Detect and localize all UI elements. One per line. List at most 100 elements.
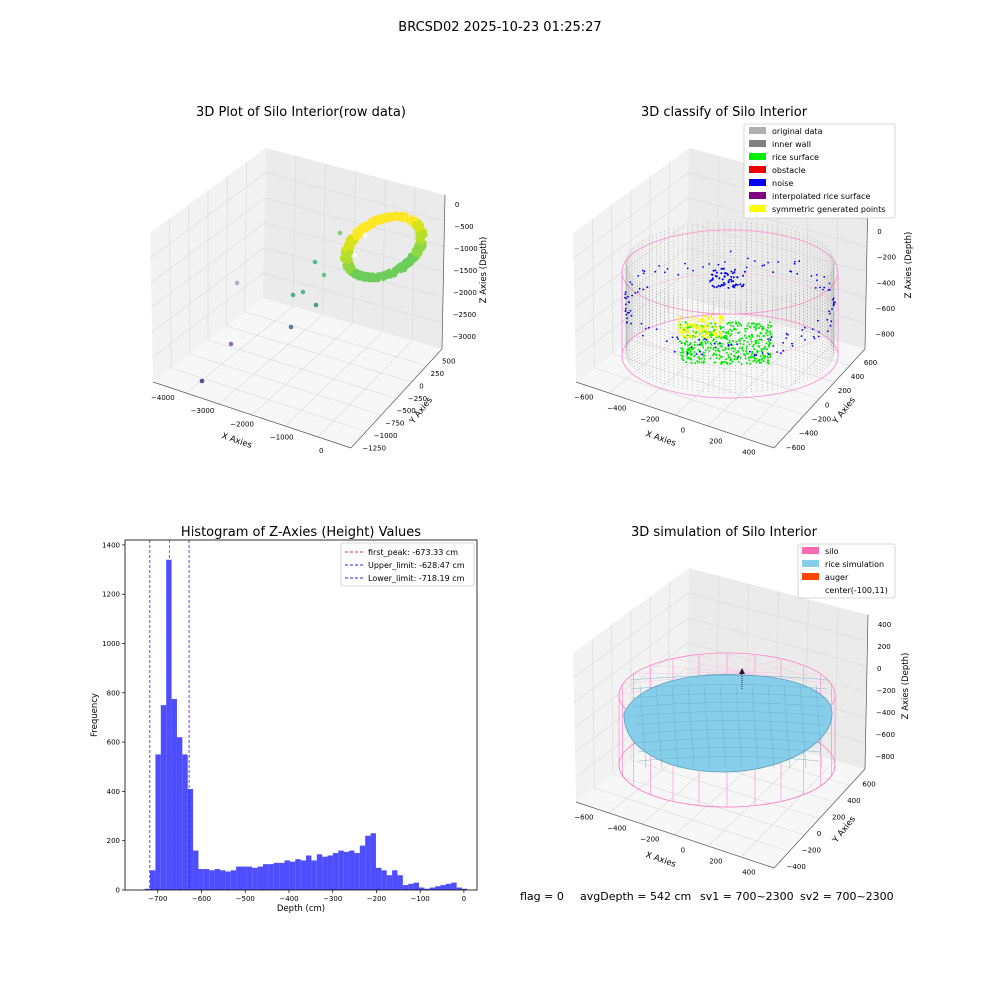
y-tick-label: 600: [864, 359, 877, 367]
histogram-bar: [381, 870, 387, 890]
legend-label: original data: [772, 127, 823, 136]
rice-point: [746, 345, 749, 348]
noise-point: [832, 298, 834, 301]
rice-point: [740, 324, 743, 327]
noise-point: [627, 311, 629, 314]
symmetric-point: [688, 336, 691, 339]
noise-point: [832, 297, 835, 300]
noise-point: [787, 333, 789, 336]
legend-swatch: [802, 547, 819, 554]
rice-point: [717, 349, 720, 352]
rice-point: [730, 347, 733, 350]
noise-point: [728, 278, 731, 281]
x-tick-label: 200: [709, 437, 722, 445]
noise-point: [791, 342, 793, 345]
symmetric-point: [702, 319, 705, 321]
noise-point: [776, 351, 778, 353]
rice-point: [719, 327, 722, 330]
panel-4-xlabel: X Axies: [644, 850, 677, 870]
noise-point: [648, 326, 650, 329]
rice-point: [716, 347, 719, 350]
rice-point: [747, 356, 750, 359]
noise-point: [698, 338, 700, 341]
status-sv2: sv2 = 700~2300: [800, 890, 894, 903]
rice-point: [752, 345, 754, 348]
noise-point: [810, 275, 813, 277]
z-tick-label: −1000: [454, 245, 478, 253]
y-tick-label: 0: [825, 401, 829, 409]
legend-label: inner wall: [772, 140, 811, 149]
noise-point: [692, 269, 694, 272]
symmetric-point: [703, 325, 706, 328]
rice-point: [727, 356, 730, 359]
rice-point: [740, 363, 743, 365]
point: [375, 272, 381, 277]
noise-point: [718, 342, 721, 345]
rice-point: [761, 357, 763, 360]
noise-point: [655, 328, 658, 331]
rice-point: [729, 334, 732, 337]
noise-point: [761, 352, 764, 354]
noise-point: [822, 288, 824, 291]
histogram-bar: [263, 864, 269, 890]
noise-point: [831, 308, 833, 310]
noise-point: [811, 328, 814, 331]
legend-frame: [797, 543, 896, 599]
surface-mesh: [815, 684, 823, 769]
rice-point: [769, 333, 772, 336]
symmetric-point: [705, 316, 708, 318]
rice-point: [724, 334, 727, 337]
histogram-bar: [193, 850, 199, 890]
noise-point: [628, 301, 630, 303]
panel-1-xlabel: X Axies: [220, 431, 253, 451]
noise-point: [666, 268, 669, 270]
rice-point: [733, 354, 735, 357]
symmetric-point: [720, 317, 723, 320]
rice-point: [696, 344, 699, 346]
histogram-bar: [349, 850, 355, 890]
symmetric-point: [712, 332, 715, 335]
point: [321, 272, 327, 278]
noise-point: [708, 263, 711, 265]
rice-point: [688, 357, 691, 359]
histogram-bar: [338, 850, 344, 890]
noise-point: [727, 344, 730, 347]
silo-roof-line: [633, 671, 742, 675]
rice-point: [753, 356, 756, 359]
z-tick-label: −2000: [453, 289, 477, 297]
surface-mesh: [703, 684, 711, 769]
symmetric-point: [713, 334, 716, 337]
rice-point: [735, 351, 738, 354]
z-tick-label: −2500: [453, 311, 477, 319]
symmetric-point: [678, 326, 681, 329]
rice-point: [736, 357, 739, 360]
symmetric-point: [700, 331, 703, 334]
legend-label: obstacle: [772, 166, 806, 175]
rice-point: [731, 321, 734, 324]
surface-mesh: [751, 684, 759, 769]
rice-point: [750, 334, 753, 337]
rice-point: [743, 334, 746, 337]
x-tick-label: −400: [607, 404, 626, 412]
y-tick-label: 200: [838, 387, 851, 395]
rice-point: [713, 346, 715, 349]
rice-point: [686, 354, 689, 357]
panel-3-title: Histogram of Z-Axies (Height) Values: [181, 525, 421, 540]
histogram-bar: [268, 864, 274, 890]
rice-point: [732, 347, 735, 349]
rice-point: [718, 357, 721, 360]
rice-point: [769, 330, 771, 333]
rice-point: [715, 340, 718, 343]
noise-point: [800, 335, 803, 337]
noise-point: [813, 337, 816, 340]
rice-point: [749, 338, 752, 341]
y-tick-label: −400: [799, 430, 818, 438]
histogram-bar: [246, 866, 253, 890]
gridline: [150, 197, 445, 283]
rice-point: [714, 361, 717, 364]
histogram-bar: [198, 869, 204, 890]
noise-point: [690, 346, 693, 348]
rice-point: [720, 362, 723, 365]
histogram-bar: [166, 559, 172, 890]
rice-point: [702, 361, 705, 364]
